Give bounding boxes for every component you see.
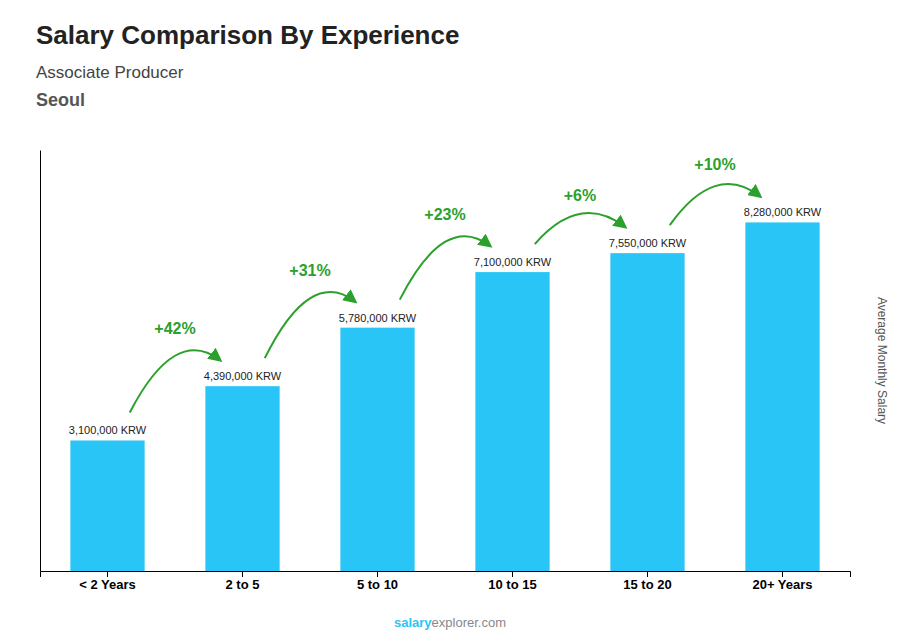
x-tick-mark xyxy=(377,571,378,577)
y-axis-line xyxy=(40,151,41,572)
value-label: 3,100,000 KRW xyxy=(69,424,147,436)
chart-svg: Salary Comparison By Experience Associate… xyxy=(0,0,900,641)
title: Salary Comparison By Experience xyxy=(36,20,459,50)
change-label: +31% xyxy=(289,262,330,279)
x-tick-label: 10 to 15 xyxy=(488,577,536,592)
x-tick-label: 2 to 5 xyxy=(226,577,260,592)
bar xyxy=(475,272,549,571)
change-label: +23% xyxy=(424,206,465,223)
x-tick: 10 to 15 xyxy=(488,571,536,592)
value-labels: 3,100,000 KRW 4,390,000 KRW 5,780,000 KRW 7… xyxy=(69,206,822,436)
subtitle: Associate Producer xyxy=(36,63,184,82)
x-tick: 2 to 5 xyxy=(226,571,260,592)
x-tick-mark xyxy=(782,571,783,577)
x-tick-label: < 2 Years xyxy=(79,577,136,592)
change-arrow xyxy=(535,213,625,244)
change-label: +6% xyxy=(564,187,596,204)
x-tick: 20+ Years xyxy=(752,571,812,592)
change-arrow xyxy=(670,184,760,225)
change-annotations: +42% +31% +23% +6% +10% xyxy=(130,156,760,412)
bar xyxy=(745,222,819,571)
value-label: 5,780,000 KRW xyxy=(339,312,417,324)
x-tick: 5 to 10 xyxy=(357,571,398,592)
bars xyxy=(70,222,819,571)
x-tick: 15 to 20 xyxy=(623,571,671,592)
value-label: 8,280,000 KRW xyxy=(744,206,822,218)
change-arrow xyxy=(400,236,490,299)
x-tick-mark xyxy=(242,571,243,577)
y-label: Average Monthly Salary xyxy=(875,297,889,424)
watermark-normal: explorer.com xyxy=(432,615,506,630)
bar xyxy=(610,253,684,571)
value-label: 4,390,000 KRW xyxy=(204,370,282,382)
x-tick-mark xyxy=(647,571,648,577)
x-tick-mark xyxy=(107,571,108,577)
value-label: 7,100,000 KRW xyxy=(474,256,552,268)
change-label: +10% xyxy=(694,156,735,173)
y-axis xyxy=(40,151,41,572)
value-label: 7,550,000 KRW xyxy=(609,237,687,249)
change-arrow xyxy=(130,350,220,412)
x-tick-label: 5 to 10 xyxy=(357,577,398,592)
x-tick-label: 20+ Years xyxy=(752,577,812,592)
change-arrow xyxy=(265,292,355,358)
bar xyxy=(340,328,414,571)
watermark: salaryexplorer.com xyxy=(394,615,506,630)
x-tick-label: 15 to 20 xyxy=(623,577,671,592)
bar xyxy=(205,386,279,571)
change-label: +42% xyxy=(154,320,195,337)
city: Seoul xyxy=(36,90,85,110)
x-tick-mark xyxy=(512,571,513,577)
x-axis: < 2 Years 2 to 5 5 to 10 10 to 15 15 to 20 20… xyxy=(41,571,851,592)
watermark-bold: salary xyxy=(394,615,432,630)
x-tick: < 2 Years xyxy=(79,571,136,592)
bar xyxy=(70,440,144,571)
x-axis-line xyxy=(41,572,851,578)
